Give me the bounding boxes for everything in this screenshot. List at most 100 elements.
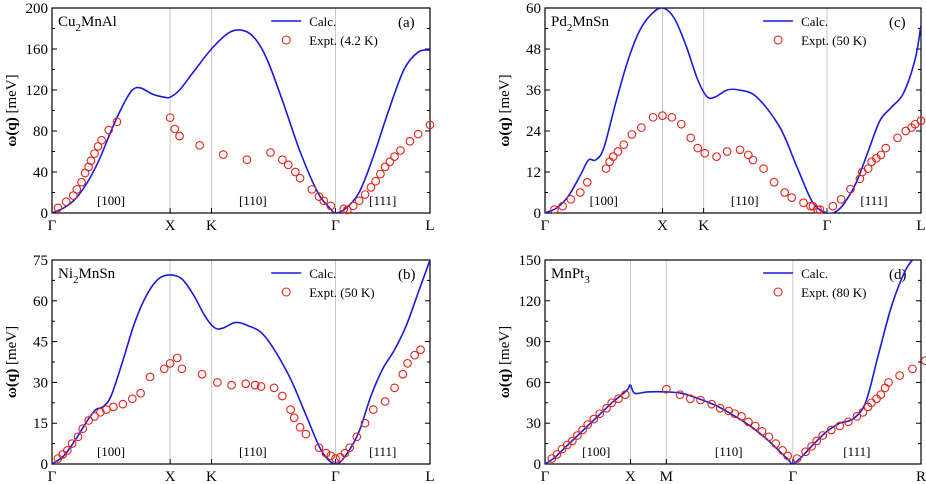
x-tick-label: Γ (823, 218, 832, 234)
calc-series-line (545, 260, 914, 464)
expt-point (778, 446, 787, 455)
expt-point (354, 196, 364, 206)
expt-point (826, 425, 836, 435)
expt-point (241, 379, 251, 389)
y-label-omega: ω( (4, 382, 20, 398)
x-tick-label: R (916, 469, 926, 484)
x-tick-label: X (165, 218, 176, 234)
y-tick-label: 75 (33, 253, 48, 269)
expt-point (197, 369, 207, 379)
direction-label: [111] (369, 444, 396, 459)
material-label: MnPt3 (551, 266, 590, 286)
expt-point (589, 414, 599, 424)
expt-point (558, 201, 567, 211)
direction-label: [110] (731, 193, 759, 208)
expt-point (567, 436, 577, 446)
expt-point (195, 141, 205, 150)
expt-point (112, 117, 122, 127)
expt-point (72, 185, 82, 194)
expt-point (77, 177, 86, 187)
expt-point (360, 190, 370, 199)
x-tick-label: L (425, 218, 434, 234)
direction-label: [111] (860, 193, 887, 208)
material-base: MnPt (551, 266, 585, 282)
expt-point (582, 177, 592, 187)
expt-point (707, 399, 716, 409)
legend-calc-label: Calc. (309, 14, 336, 29)
expt-point (175, 131, 184, 141)
expt-point (573, 431, 582, 440)
expt-point (109, 402, 118, 412)
expt-point (676, 119, 686, 129)
chart-panel-1: 0 12 24 36 48 60 Γ X K Γ L [100] [110] [111] ω(q) [meV… (497, 1, 926, 234)
expt-point (277, 391, 287, 401)
expt-point (661, 384, 671, 394)
expt-point (136, 388, 145, 398)
material-label: Pd2MnSn (551, 14, 610, 34)
expt-point (813, 205, 822, 214)
y-tick-label: 60 (526, 375, 541, 391)
expt-point (410, 350, 419, 360)
y-tick-label: 0 (41, 206, 49, 222)
direction-label: [100] (97, 444, 125, 459)
expt-point (769, 177, 779, 187)
y-tick-label: 24 (526, 124, 542, 140)
expt-point (165, 113, 175, 123)
legend-expt-swatch (281, 287, 291, 297)
x-tick-label: K (698, 218, 709, 234)
expt-point (159, 364, 169, 374)
expt-point (250, 380, 260, 390)
y-tick-label: 12 (526, 165, 541, 181)
expt-point (84, 416, 93, 425)
y-tick-label: 60 (526, 1, 541, 17)
x-tick-label: X (165, 469, 176, 484)
expt-point (339, 204, 349, 214)
expt-point (748, 155, 758, 165)
expt-point (846, 184, 855, 194)
legend-expt-label: Expt. (80 K) (801, 285, 866, 300)
panel-tag: (c) (889, 15, 906, 31)
expt-point (895, 371, 904, 380)
y-tick-label: 30 (33, 375, 48, 391)
direction-label: [110] (239, 193, 267, 208)
expt-point (595, 409, 605, 419)
expt-point (301, 429, 311, 439)
expt-point (326, 201, 336, 211)
expt-point (90, 149, 99, 158)
expt-point (371, 176, 381, 186)
expt-point (735, 145, 745, 155)
y-label-close: ) (4, 369, 20, 374)
expt-point (744, 417, 753, 427)
expt-point (737, 412, 746, 421)
direction-label: [110] (715, 444, 743, 459)
expt-point (876, 390, 886, 399)
expt-point (916, 116, 926, 126)
x-tick-label: Γ (788, 469, 797, 484)
expt-point (321, 448, 331, 458)
expt-point (335, 452, 345, 462)
y-label-q: q (497, 373, 513, 382)
expt-point (783, 451, 793, 461)
expt-point (648, 112, 658, 122)
expt-point (627, 130, 637, 139)
x-tick-label: K (206, 218, 217, 234)
legend-calc-label: Calc. (801, 266, 828, 281)
expt-point (283, 160, 293, 170)
legend-expt-label: Expt. (50 K) (309, 285, 374, 300)
expt-point (266, 148, 275, 157)
y-label-close: ) (497, 117, 513, 122)
expt-point (227, 380, 236, 390)
material-subscript: 3 (584, 274, 590, 286)
direction-label: [110] (239, 444, 267, 459)
direction-label: [111] (369, 193, 396, 208)
expt-point (828, 201, 838, 211)
expt-point (920, 356, 926, 365)
expt-point (844, 417, 853, 427)
expt-point (815, 205, 825, 214)
expt-point (759, 164, 768, 173)
y-tick-label: 48 (526, 42, 541, 58)
material-subscript: 2 (73, 274, 79, 286)
legend-expt-label: Expt. (50 K) (801, 33, 866, 48)
expt-point (118, 399, 128, 409)
expt-point (550, 205, 559, 214)
